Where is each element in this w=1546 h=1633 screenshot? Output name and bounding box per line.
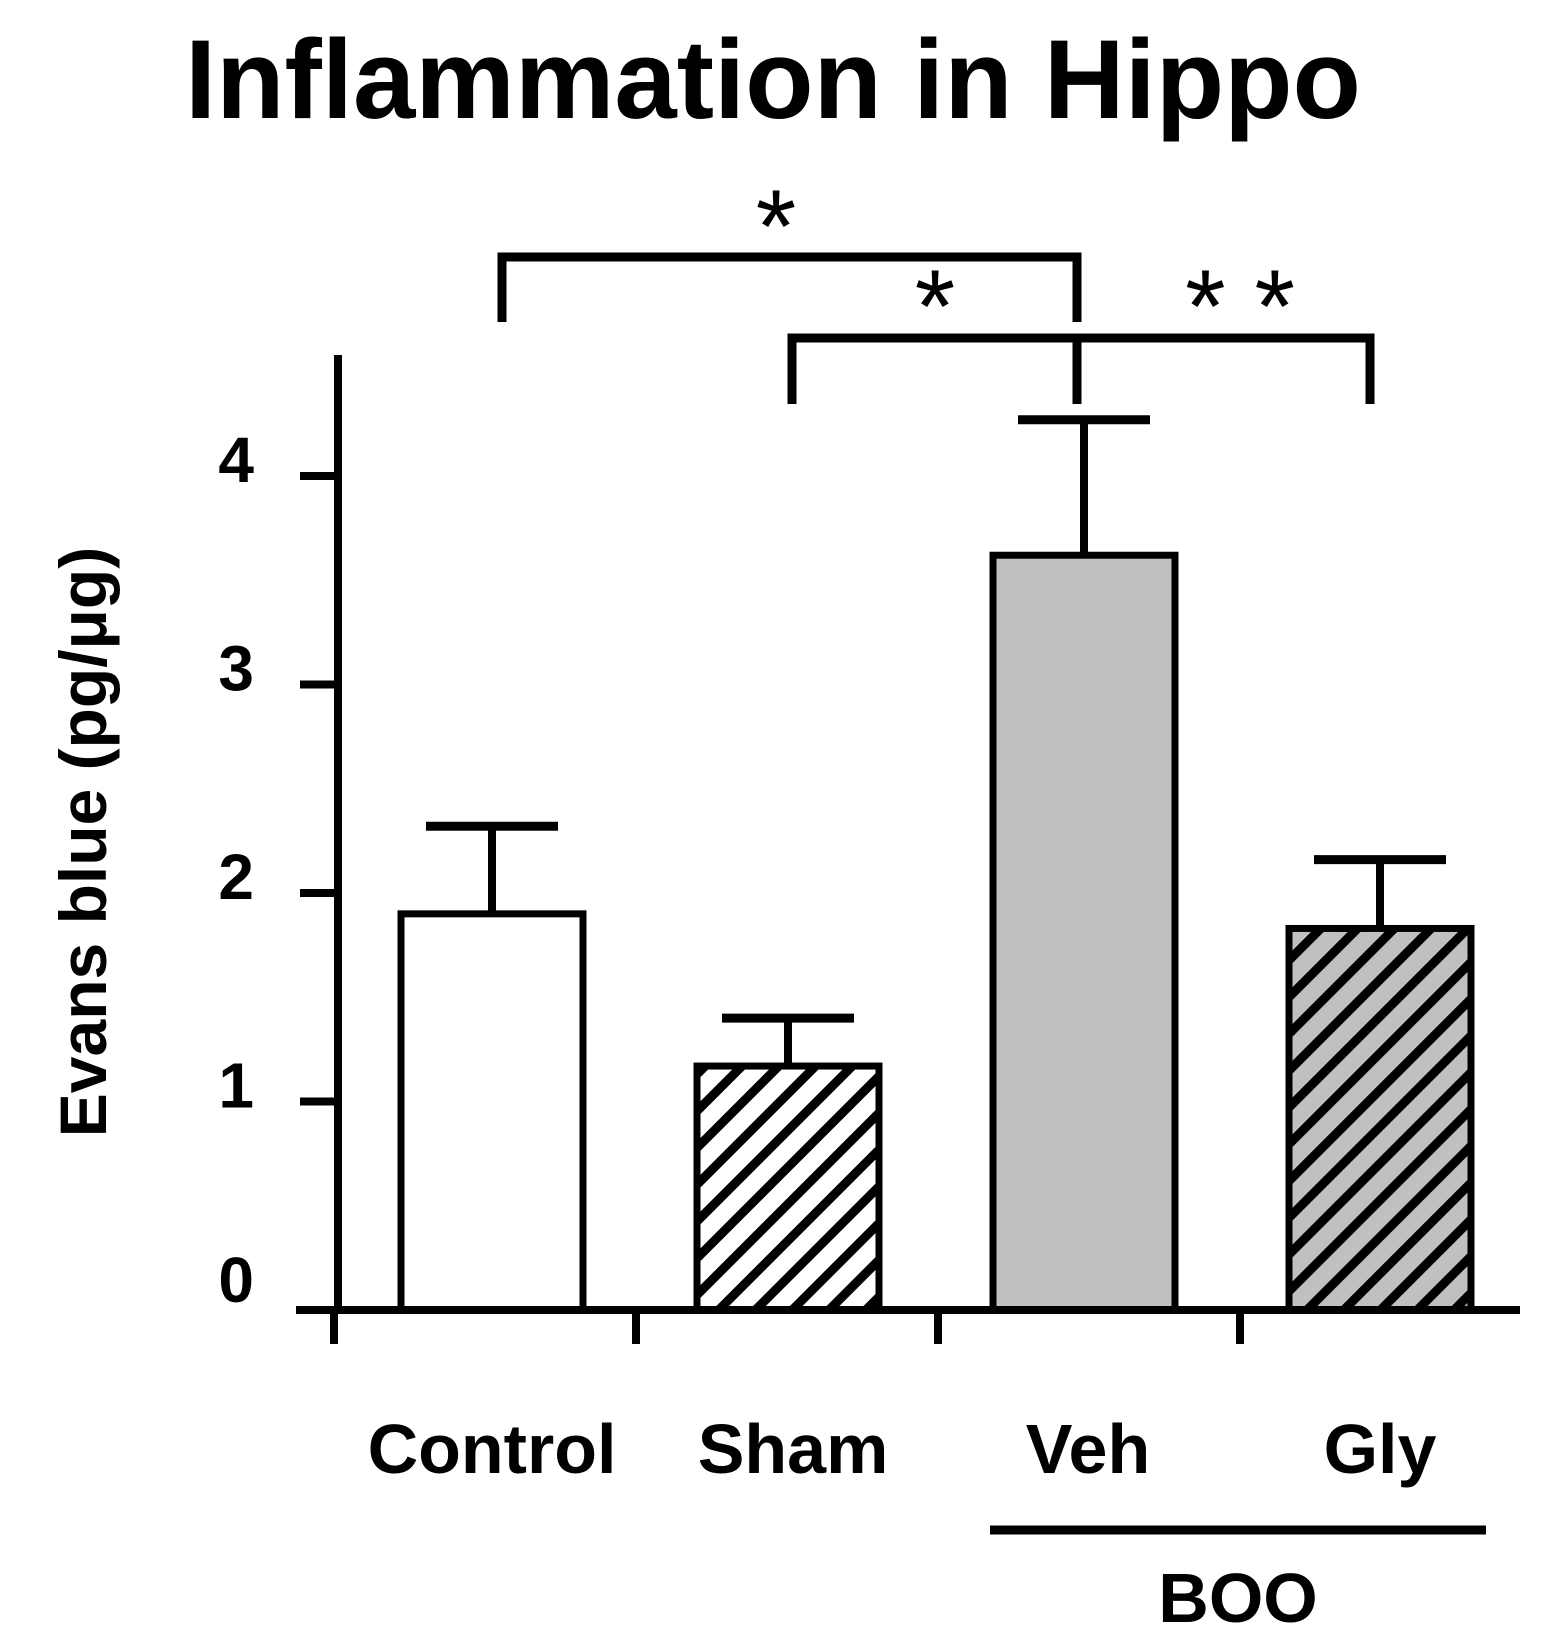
y-axis-label: Evans blue (pg/μg) [46, 547, 120, 1137]
error-bars-group [426, 415, 1446, 1067]
y-tick-label-2: 2 [218, 841, 254, 913]
category-label-control: Control [368, 1410, 617, 1488]
x-ticks-group [330, 1310, 1244, 1344]
y-tick-label-1: 1 [218, 1050, 254, 1122]
axes-group [296, 355, 1520, 1314]
bar-gly [1285, 924, 1475, 1314]
category-label-veh: Veh [1026, 1410, 1151, 1488]
category-label-gly: Gly [1324, 1410, 1437, 1488]
significance-label-1: * [915, 249, 955, 365]
category-label-sham: Sham [698, 1410, 889, 1488]
bars-group [397, 551, 1475, 1314]
y-tick-label-4: 4 [218, 424, 254, 496]
significance-label-2: * * [1185, 249, 1295, 365]
bar-sham [693, 1062, 883, 1314]
significance-brackets-group: * * * * [497, 169, 1375, 404]
category-labels-group: Control Sham Veh Gly [368, 1410, 1437, 1488]
y-tick-label-3: 3 [218, 633, 254, 705]
group-labels-group: BOO [990, 1525, 1486, 1633]
y-tick-label-0: 0 [218, 1244, 254, 1316]
significance-bracket-2 [1072, 333, 1375, 404]
bar-veh [989, 551, 1179, 1314]
group-label-boo: BOO [1158, 1559, 1317, 1633]
significance-label-0: * [756, 169, 796, 285]
chart-title: Inflammation in Hippo [185, 17, 1361, 142]
y-ticks-group: 0 1 2 3 4 [218, 424, 340, 1316]
bar-control [397, 910, 587, 1314]
significance-bracket-0 [497, 252, 1082, 322]
